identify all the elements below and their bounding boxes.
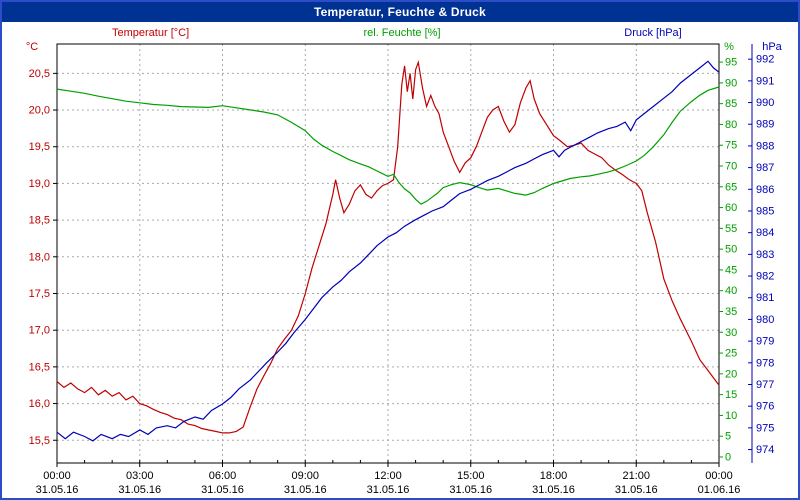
pressure-tick-label: 985	[756, 205, 774, 217]
temp-tick-label: 16,0	[29, 398, 50, 410]
series-line-pressure	[56, 60, 720, 442]
time-label: 18:00	[540, 470, 568, 482]
pressure-tick-label: 976	[756, 401, 774, 413]
temp-tick-label: 19,5	[29, 141, 50, 153]
time-label: 00:00	[705, 470, 733, 482]
humidity-tick-label: 20	[725, 368, 737, 380]
time-label: 00:00	[43, 470, 71, 482]
pressure-tick-label: 986	[756, 184, 774, 196]
date-label: 31.05.16	[36, 484, 79, 496]
time-label: 06:00	[209, 470, 237, 482]
humidity-tick-label: 60	[725, 202, 737, 214]
humidity-tick-label: 5	[725, 431, 731, 443]
date-label: 31.05.16	[449, 484, 492, 496]
temp-tick-label: 17,5	[29, 288, 50, 300]
pressure-tick-label: 975	[756, 422, 774, 434]
pressure-tick-label: 987	[756, 162, 774, 174]
pressure-tick-label: 979	[756, 336, 774, 348]
humidity-tick-label: 45	[725, 264, 737, 276]
humidity-tick-label: 40	[725, 285, 737, 297]
humidity-tick-label: 10	[725, 410, 737, 422]
humidity-tick-label: 90	[725, 77, 737, 89]
pressure-tick-label: 988	[756, 140, 774, 152]
pressure-tick-label: 989	[756, 119, 774, 131]
humidity-tick-label: 75	[725, 140, 737, 152]
humidity-tick-label: 35	[725, 306, 737, 318]
temp-tick-label: 19,0	[29, 178, 50, 190]
humidity-tick-label: 30	[725, 327, 737, 339]
pressure-tick-label: 984	[756, 227, 774, 239]
time-label: 21:00	[622, 470, 650, 482]
temp-tick-label: 18,5	[29, 215, 50, 227]
temperature-unit-label: °C	[26, 41, 38, 53]
temp-tick-label: 20,0	[29, 105, 50, 117]
pressure-tick-label: 978	[756, 357, 774, 369]
humidity-tick-label: 0	[725, 451, 731, 463]
date-label: 31.05.16	[284, 484, 327, 496]
humidity-tick-label: 55	[725, 223, 737, 235]
time-label: 09:00	[291, 470, 319, 482]
temp-tick-label: 17,0	[29, 325, 50, 337]
pressure-tick-label: 992	[756, 54, 774, 66]
pressure-series-label: Druck [hPa]	[624, 27, 681, 39]
humidity-tick-label: 95	[725, 57, 737, 69]
series-line-temperature	[56, 59, 720, 434]
date-label: 01.06.16	[698, 484, 741, 496]
time-label: 12:00	[374, 470, 402, 482]
pressure-tick-label: 980	[756, 314, 774, 326]
series-line-humidity	[56, 86, 720, 205]
window-title: Temperatur, Feuchte & Druck	[314, 5, 486, 19]
pressure-tick-label: 991	[756, 75, 774, 87]
date-label: 31.05.16	[532, 484, 575, 496]
temp-tick-label: 16,5	[29, 361, 50, 373]
pressure-tick-label: 982	[756, 271, 774, 283]
humidity-unit-label: %	[724, 41, 734, 53]
temp-tick-label: 20,5	[29, 68, 50, 80]
pressure-tick-label: 983	[756, 249, 774, 261]
date-label: 31.05.16	[615, 484, 658, 496]
chart-area: 20,5 20,0 19,5 19,0 18,5 18,0 17,5 17,0 16,5 16,0…	[2, 22, 798, 498]
humidity-tick-label: 70	[725, 161, 737, 173]
pressure-tick-label: 990	[756, 97, 774, 109]
temp-tick-label: 15,5	[29, 435, 50, 447]
humidity-tick-label: 15	[725, 389, 737, 401]
pressure-tick-label: 974	[756, 444, 774, 456]
temperature-series-label: Temperatur [°C]	[112, 27, 189, 39]
humidity-tick-label: 80	[725, 119, 737, 131]
date-label: 31.05.16	[201, 484, 244, 496]
humidity-series-label: rel. Feuchte [%]	[363, 27, 440, 39]
date-label: 31.05.16	[367, 484, 410, 496]
pressure-tick-label: 977	[756, 379, 774, 391]
temp-tick-label: 18,0	[29, 251, 50, 263]
pressure-unit-label: hPa	[762, 41, 782, 53]
time-label: 03:00	[126, 470, 154, 482]
window-titlebar: Temperatur, Feuchte & Druck	[2, 2, 798, 22]
humidity-tick-label: 50	[725, 244, 737, 256]
humidity-tick-label: 65	[725, 181, 737, 193]
humidity-tick-label: 85	[725, 98, 737, 110]
time-label: 15:00	[457, 470, 485, 482]
humidity-tick-label: 25	[725, 348, 737, 360]
chart-canvas: 20,5 20,0 19,5 19,0 18,5 18,0 17,5 17,0 16,5 16,0…	[26, 27, 783, 496]
pressure-tick-label: 981	[756, 292, 774, 304]
date-label: 31.05.16	[118, 484, 161, 496]
